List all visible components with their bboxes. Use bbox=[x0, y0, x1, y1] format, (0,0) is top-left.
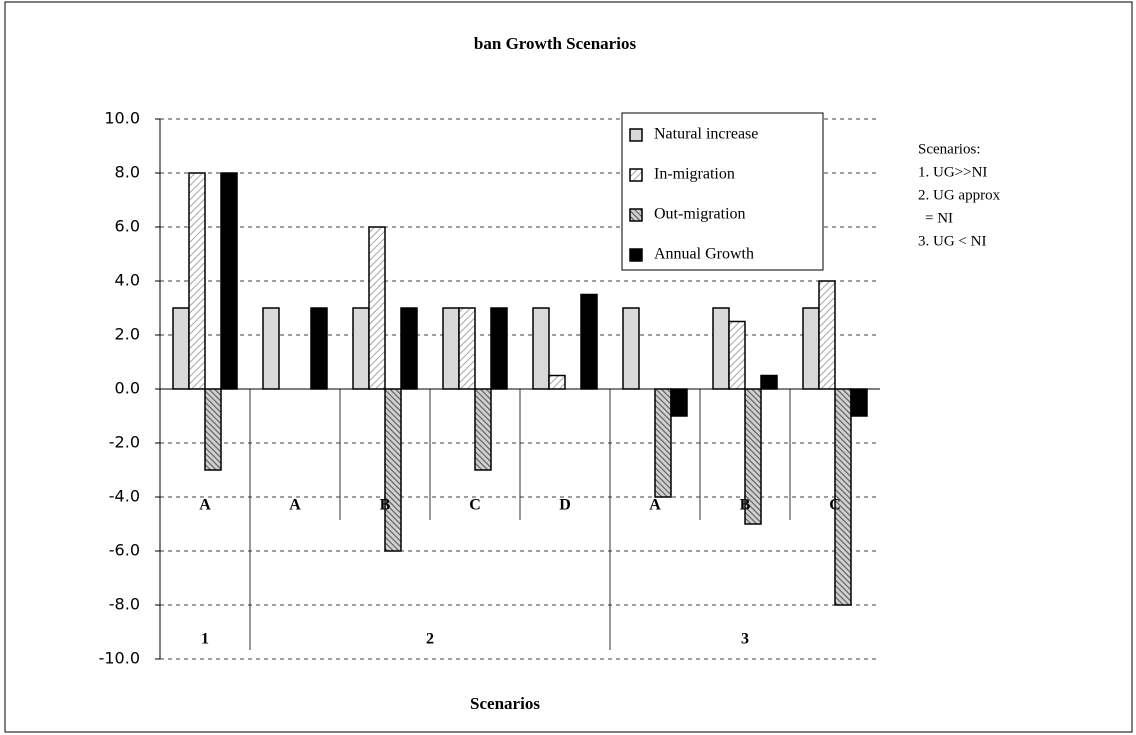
annotation: 1. UG>>NI bbox=[918, 164, 987, 180]
bar bbox=[188, 172, 206, 390]
legend-swatch bbox=[629, 128, 643, 142]
bar bbox=[474, 388, 492, 471]
y-tick-label: 6.0 bbox=[115, 217, 140, 236]
legend-label: Annual Growth bbox=[654, 246, 754, 263]
y-tick-label: 4.0 bbox=[115, 271, 140, 290]
bar bbox=[622, 307, 640, 390]
chart-title: ban Growth Scenarios bbox=[474, 34, 637, 53]
bar bbox=[654, 388, 672, 498]
bar bbox=[368, 226, 386, 390]
y-tick-label: -6.0 bbox=[109, 541, 140, 560]
x-tick-label: A bbox=[199, 497, 211, 514]
legend-box bbox=[621, 112, 824, 271]
group-label: 2 bbox=[426, 631, 434, 648]
bar bbox=[670, 388, 688, 417]
bar bbox=[548, 374, 566, 390]
legend-label: Natural increase bbox=[654, 126, 758, 143]
bar bbox=[728, 320, 746, 390]
y-tick-label: -2.0 bbox=[109, 433, 140, 452]
x-tick-label: B bbox=[740, 497, 751, 514]
group-label: 3 bbox=[741, 631, 749, 648]
x-tick-label: C bbox=[829, 497, 841, 514]
x-tick-label: C bbox=[469, 497, 481, 514]
bar bbox=[310, 307, 328, 390]
legend-swatch bbox=[629, 208, 643, 222]
x-tick-label: A bbox=[649, 497, 661, 514]
y-tick-label: 0.0 bbox=[115, 379, 140, 398]
legend-swatch bbox=[629, 168, 643, 182]
y-tick-label: 10.0 bbox=[104, 109, 140, 128]
y-tick-label: -10.0 bbox=[99, 649, 140, 668]
annotation: Scenarios: bbox=[918, 141, 980, 157]
bar bbox=[442, 307, 460, 390]
legend-label: In-migration bbox=[654, 166, 735, 183]
bar bbox=[262, 307, 280, 390]
y-tick-label: -8.0 bbox=[109, 595, 140, 614]
y-tick-label: 2.0 bbox=[115, 325, 140, 344]
bar bbox=[204, 388, 222, 471]
bar bbox=[220, 172, 238, 390]
x-axis-label: Scenarios bbox=[470, 694, 540, 713]
bar bbox=[400, 307, 418, 390]
bar bbox=[490, 307, 508, 390]
bar bbox=[172, 307, 190, 390]
bar bbox=[802, 307, 820, 390]
bar bbox=[760, 374, 778, 390]
bar bbox=[850, 388, 868, 417]
annotation: 3. UG < NI bbox=[918, 233, 986, 249]
bar bbox=[532, 307, 550, 390]
annotation: 2. UG approx bbox=[918, 187, 1001, 203]
x-tick-label: A bbox=[289, 497, 301, 514]
bar bbox=[818, 280, 836, 390]
y-tick-label: -4.0 bbox=[109, 487, 140, 506]
bar bbox=[712, 307, 730, 390]
x-tick-label: D bbox=[559, 497, 571, 514]
x-tick-label: B bbox=[380, 497, 391, 514]
y-tick-label: 8.0 bbox=[115, 163, 140, 182]
group-label: 1 bbox=[201, 631, 209, 648]
legend-swatch bbox=[629, 248, 643, 262]
bar bbox=[580, 293, 598, 390]
bar bbox=[352, 307, 370, 390]
legend-label: Out-migration bbox=[654, 206, 746, 223]
annotation: = NI bbox=[925, 210, 953, 226]
bar bbox=[384, 388, 402, 552]
bar bbox=[458, 307, 476, 390]
